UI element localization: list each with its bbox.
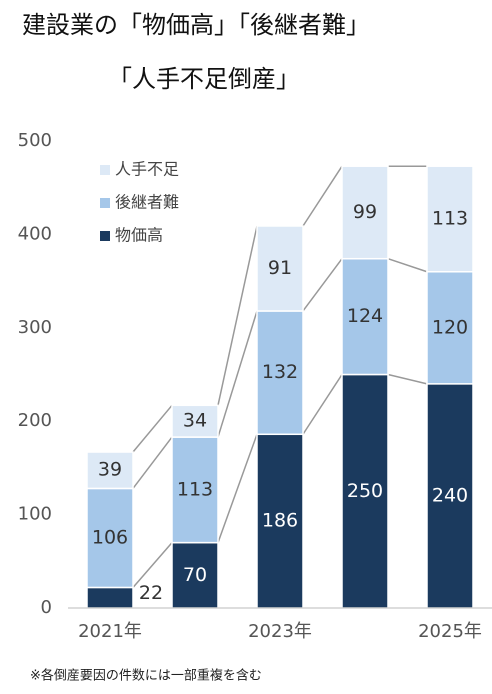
y-tick-label: 500 (18, 130, 52, 151)
data-label: 34 (183, 410, 207, 432)
data-label: 240 (432, 484, 468, 506)
connector-line (217, 310, 258, 438)
connector-line (217, 434, 258, 543)
y-tick-label: 300 (18, 317, 52, 338)
bar-segment (426, 165, 474, 273)
bar-segment (86, 487, 134, 589)
x-tick-label: 2021年 (78, 621, 142, 642)
connector-line (387, 257, 428, 273)
legend-swatch (100, 165, 110, 175)
chart-title: 建設業の「物価高」「後継者難」 (22, 11, 370, 39)
data-label: 124 (347, 305, 383, 327)
legend-label: 後継者難 (115, 193, 179, 212)
legend-label: 物価高 (115, 226, 163, 245)
connector-line (132, 436, 173, 489)
x-tick-label: 2023年 (248, 621, 312, 642)
bar-segment (86, 451, 134, 490)
legend-swatch (100, 231, 110, 241)
connector-line (302, 258, 343, 312)
bar-segment (426, 271, 474, 385)
data-label: 113 (177, 478, 213, 500)
data-label: 70 (183, 564, 207, 586)
bar-segment (171, 541, 219, 609)
data-label: 99 (353, 201, 377, 223)
chart-subtitle: 「人手不足倒産」 (108, 65, 300, 93)
bar-segment (171, 404, 219, 438)
bar-segment (256, 310, 304, 436)
footnote: ※各倒産要因の件数には一部重複を含む (30, 668, 262, 684)
data-label: 22 (139, 582, 163, 604)
y-tick-label: 200 (18, 410, 52, 431)
data-label: 250 (347, 480, 383, 502)
y-tick-label: 400 (18, 223, 52, 244)
bar-segment (86, 586, 134, 609)
bar-segment (171, 436, 219, 544)
y-tick-label: 100 (18, 504, 52, 525)
bar-segment (341, 165, 389, 260)
legend-swatch (100, 198, 110, 208)
legend-label: 人手不足 (115, 160, 179, 179)
data-label: 39 (98, 459, 122, 481)
data-label: 91 (268, 257, 292, 279)
data-label: 113 (432, 207, 468, 229)
bar-segment (256, 225, 304, 312)
y-tick-label: 0 (41, 597, 52, 618)
data-label: 186 (262, 510, 298, 532)
data-label: 132 (262, 361, 298, 383)
connector-line (387, 373, 428, 385)
connector-line (302, 165, 343, 227)
x-tick-label: 2025年 (418, 621, 482, 642)
bar-segment (341, 373, 389, 609)
connector-line (302, 374, 343, 435)
connector-line (132, 404, 173, 453)
connector-line (132, 542, 173, 588)
bar-segment (426, 383, 474, 609)
data-label: 120 (432, 316, 468, 338)
connector-line (217, 225, 258, 406)
data-label: 106 (92, 526, 128, 548)
